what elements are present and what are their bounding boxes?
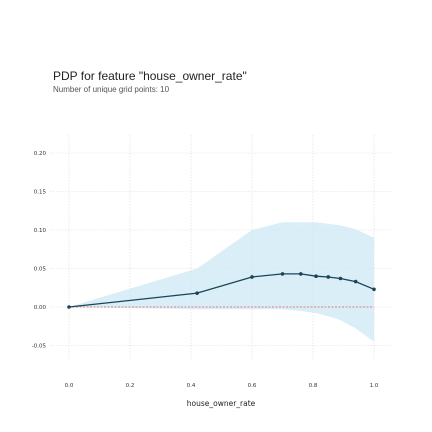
data-point (299, 272, 303, 276)
data-point (354, 280, 358, 284)
y-tick-labels: -0.05 0.00 0.05 0.10 0.15 0.20 (32, 151, 47, 350)
x-tick-label: 0.4 (187, 383, 196, 389)
confidence-band (69, 222, 374, 341)
chart-title: PDP for feature "house_owner_rate" (53, 69, 247, 83)
x-tick-labels: 0.0 0.2 0.4 0.6 0.8 1.0 (65, 383, 379, 389)
data-point (339, 277, 343, 281)
x-tick-label: 0.6 (248, 383, 257, 389)
x-axis-label: house_owner_rate (187, 399, 256, 408)
y-tick-label: 0.20 (34, 151, 47, 157)
chart-subtitle: Number of unique grid points: 10 (53, 85, 170, 94)
y-tick-label: 0.05 (34, 267, 47, 273)
x-tick-label: 0.8 (309, 383, 318, 389)
y-tick-label: 0.00 (34, 305, 47, 311)
x-tick-label: 0.0 (65, 383, 74, 389)
data-point (372, 287, 376, 291)
data-point (250, 275, 254, 279)
confidence-band-area (69, 222, 374, 341)
data-point (326, 275, 330, 279)
y-tick-label: -0.05 (32, 344, 47, 350)
data-point (67, 305, 71, 309)
x-tick-label: 1.0 (370, 383, 379, 389)
x-tick-label: 0.2 (126, 383, 135, 389)
data-point (281, 272, 285, 276)
y-tick-label: 0.15 (34, 190, 47, 196)
data-point (195, 291, 199, 295)
y-tick-label: 0.10 (34, 228, 47, 234)
data-point (314, 274, 318, 278)
